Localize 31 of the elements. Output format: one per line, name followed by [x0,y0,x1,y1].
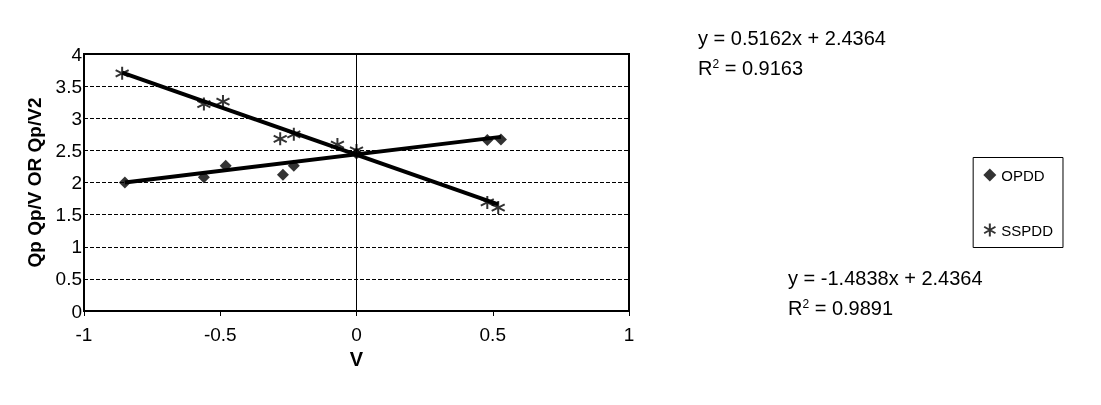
text: y = -1.4838x + 2.4364 [788,267,983,289]
point [479,194,495,210]
x-tick-label: 0 [351,324,362,345]
y-tick-label: 4 [71,43,83,65]
x-tick-label: -0.5 [203,324,237,345]
y-tick-label: 3.5 [55,75,82,97]
text: y = 0.5162x + 2.4364 [698,27,886,49]
point [196,96,212,112]
point [494,133,507,146]
x-tick-label: -1 [75,324,93,345]
y-tick-label: 0 [71,300,82,322]
y-tick-label: 0.5 [55,268,82,290]
point [287,159,300,172]
point [276,168,289,181]
x-axis-title: V [349,347,364,370]
legend-label: SSPDD [1001,221,1054,239]
y-tick-label: 1.5 [55,204,82,226]
y-tick-label: 3 [71,107,82,129]
point [272,131,288,147]
y-axis-title: Qp Qp/V OR Qp/V2 [24,97,45,268]
point [114,65,130,81]
y-tick-label: 1 [71,236,82,258]
x-tick-label: 1 [623,324,635,345]
point [490,200,506,216]
legend-label: OPDD [1001,166,1045,184]
point [286,126,302,142]
y-tick-label: 2.5 [55,139,82,161]
point [118,176,131,189]
point [481,134,494,147]
y-tick-label: 2 [71,172,82,193]
x-tick-label: 0.5 [479,324,506,345]
